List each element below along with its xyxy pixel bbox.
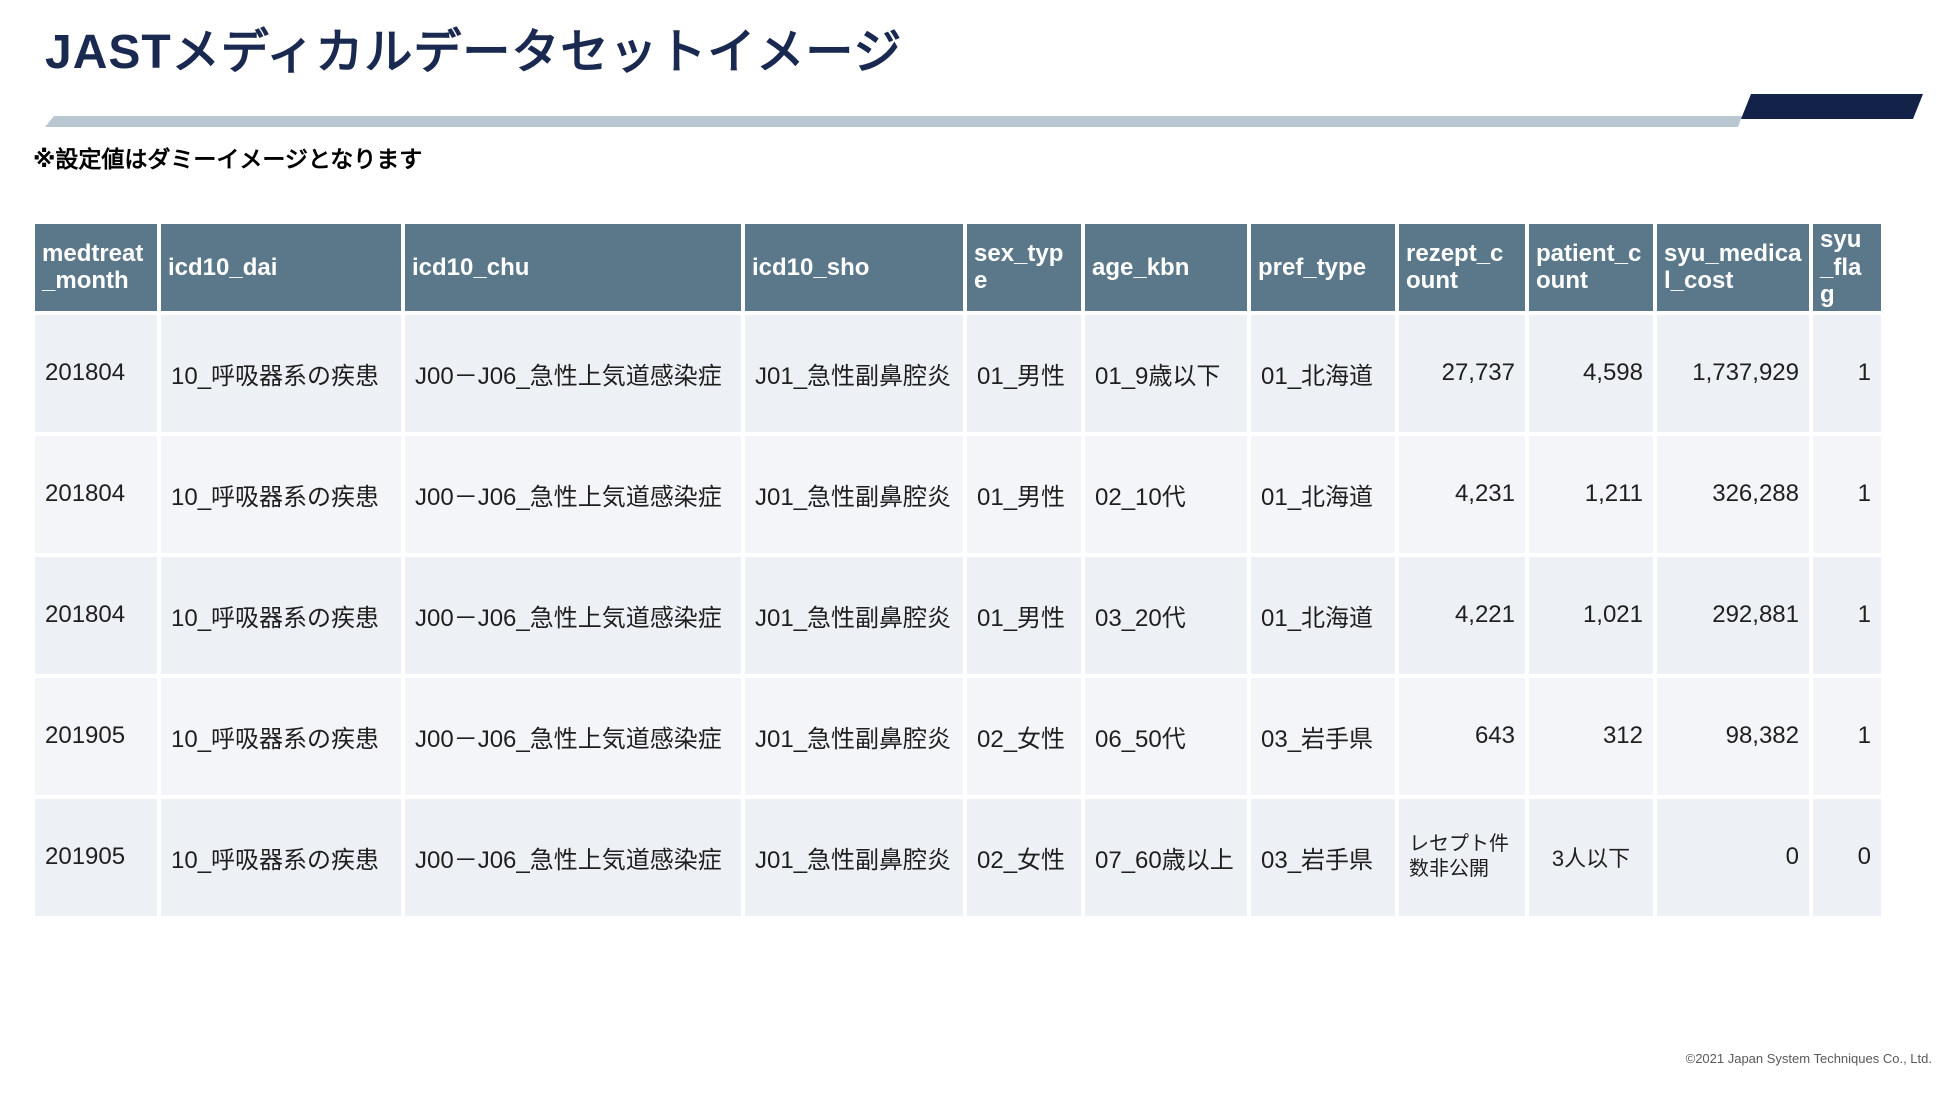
- divider-line: [45, 116, 1742, 127]
- cell-icd10-chu: J00－J06_急性上気道感染症: [403, 312, 743, 434]
- column-header-age-kbn: age_kbn: [1083, 222, 1249, 313]
- column-header-icd10-sho: icd10_sho: [743, 222, 965, 313]
- cell-icd10-dai: 10_呼吸器系の疾患: [159, 312, 403, 434]
- cell-pref-type: 01_北海道: [1249, 433, 1397, 555]
- cell-icd10-dai: 10_呼吸器系の疾患: [159, 554, 403, 676]
- cell-rezept-count: 27,737: [1397, 312, 1527, 434]
- cell-syu-medical-cost: 0: [1655, 796, 1811, 918]
- footer-copyright: ©2021 Japan System Techniques Co., Ltd.: [1685, 1051, 1932, 1066]
- table-row: 201804 10_呼吸器系の疾患 J00－J06_急性上気道感染症 J01_急…: [33, 312, 1883, 434]
- column-header-pref-type: pref_type: [1249, 222, 1397, 313]
- cell-age-kbn: 07_60歳以上: [1083, 796, 1249, 918]
- cell-icd10-dai: 10_呼吸器系の疾患: [159, 433, 403, 555]
- cell-medtreat-month: 201804: [33, 312, 159, 434]
- table-row: 201905 10_呼吸器系の疾患 J00－J06_急性上気道感染症 J01_急…: [33, 796, 1883, 918]
- cell-patient-count-masked: 3人以下: [1527, 796, 1655, 918]
- cell-icd10-dai: 10_呼吸器系の疾患: [159, 796, 403, 918]
- table-header-row: medtreat_month icd10_dai icd10_chu icd10…: [33, 222, 1883, 313]
- divider-accent-bar: [1741, 94, 1923, 119]
- cell-age-kbn: 03_20代: [1083, 554, 1249, 676]
- cell-syu-flag: 1: [1811, 554, 1883, 676]
- cell-sex-type: 01_男性: [965, 312, 1083, 434]
- cell-rezept-count: 643: [1397, 675, 1527, 797]
- cell-icd10-sho: J01_急性副鼻腔炎: [743, 796, 965, 918]
- cell-patient-count: 312: [1527, 675, 1655, 797]
- cell-syu-medical-cost: 292,881: [1655, 554, 1811, 676]
- cell-sex-type: 02_女性: [965, 796, 1083, 918]
- cell-icd10-chu: J00－J06_急性上気道感染症: [403, 433, 743, 555]
- column-header-rezept-count: rezept_count: [1397, 222, 1527, 313]
- cell-patient-count: 4,598: [1527, 312, 1655, 434]
- cell-pref-type: 03_岩手県: [1249, 675, 1397, 797]
- column-header-icd10-dai: icd10_dai: [159, 222, 403, 313]
- cell-age-kbn: 02_10代: [1083, 433, 1249, 555]
- cell-age-kbn: 01_9歳以下: [1083, 312, 1249, 434]
- cell-sex-type: 02_女性: [965, 675, 1083, 797]
- cell-pref-type: 03_岩手県: [1249, 796, 1397, 918]
- column-header-syu-flag: syu_flag: [1811, 222, 1883, 313]
- dummy-data-note: ※設定値はダミーイメージとなります: [33, 146, 423, 172]
- cell-rezept-count: 4,231: [1397, 433, 1527, 555]
- cell-syu-flag: 1: [1811, 433, 1883, 555]
- column-header-sex-type: sex_type: [965, 222, 1083, 313]
- table-row: 201804 10_呼吸器系の疾患 J00－J06_急性上気道感染症 J01_急…: [33, 554, 1883, 676]
- cell-medtreat-month: 201804: [33, 433, 159, 555]
- cell-sex-type: 01_男性: [965, 554, 1083, 676]
- table-row: 201804 10_呼吸器系の疾患 J00－J06_急性上気道感染症 J01_急…: [33, 433, 1883, 555]
- cell-syu-medical-cost: 98,382: [1655, 675, 1811, 797]
- cell-syu-flag: 1: [1811, 675, 1883, 797]
- table-row: 201905 10_呼吸器系の疾患 J00－J06_急性上気道感染症 J01_急…: [33, 675, 1883, 797]
- cell-rezept-count-masked: レセプト件数非公開: [1397, 796, 1527, 918]
- cell-icd10-dai: 10_呼吸器系の疾患: [159, 675, 403, 797]
- cell-sex-type: 01_男性: [965, 433, 1083, 555]
- column-header-icd10-chu: icd10_chu: [403, 222, 743, 313]
- page-title: JASTメディカルデータセットイメージ: [45, 26, 903, 79]
- cell-patient-count: 1,021: [1527, 554, 1655, 676]
- cell-icd10-chu: J00－J06_急性上気道感染症: [403, 554, 743, 676]
- cell-pref-type: 01_北海道: [1249, 312, 1397, 434]
- cell-medtreat-month: 201905: [33, 796, 159, 918]
- cell-syu-medical-cost: 1,737,929: [1655, 312, 1811, 434]
- cell-icd10-sho: J01_急性副鼻腔炎: [743, 554, 965, 676]
- column-header-syu-medical-cost: syu_medical_cost: [1655, 222, 1811, 313]
- column-header-patient-count: patient_count: [1527, 222, 1655, 313]
- cell-icd10-chu: J00－J06_急性上気道感染症: [403, 675, 743, 797]
- cell-patient-count: 1,211: [1527, 433, 1655, 555]
- cell-pref-type: 01_北海道: [1249, 554, 1397, 676]
- column-header-medtreat-month: medtreat_month: [33, 222, 159, 313]
- cell-icd10-sho: J01_急性副鼻腔炎: [743, 675, 965, 797]
- cell-rezept-count: 4,221: [1397, 554, 1527, 676]
- cell-syu-flag: 0: [1811, 796, 1883, 918]
- cell-syu-medical-cost: 326,288: [1655, 433, 1811, 555]
- cell-medtreat-month: 201905: [33, 675, 159, 797]
- cell-medtreat-month: 201804: [33, 554, 159, 676]
- cell-syu-flag: 1: [1811, 312, 1883, 434]
- cell-icd10-chu: J00－J06_急性上気道感染症: [403, 796, 743, 918]
- medical-dataset-table: medtreat_month icd10_dai icd10_chu icd10…: [33, 222, 1883, 918]
- cell-icd10-sho: J01_急性副鼻腔炎: [743, 433, 965, 555]
- cell-icd10-sho: J01_急性副鼻腔炎: [743, 312, 965, 434]
- cell-age-kbn: 06_50代: [1083, 675, 1249, 797]
